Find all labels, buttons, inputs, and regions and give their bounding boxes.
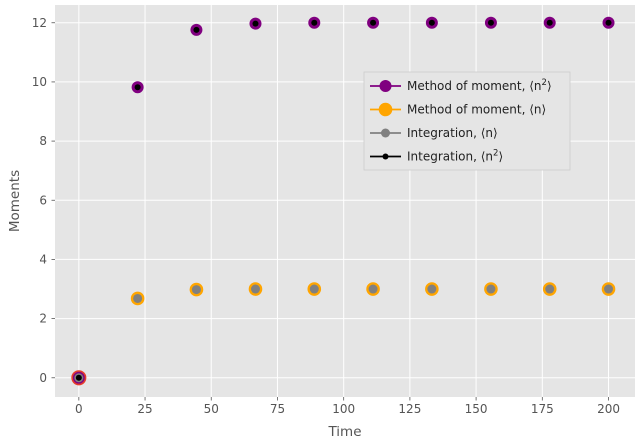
legend-label: Integration, ⟨n⟩ [407,126,498,140]
y-axis-label: Moments [7,170,23,232]
data-point [309,284,319,294]
y-tick-label: 2 [39,312,47,326]
data-point [428,19,435,26]
y-tick-label: 12 [32,16,47,30]
x-tick-label: 125 [398,402,421,416]
plot-area-background [55,5,635,397]
legend: Method of moment, ⟨n2⟩ Method of moment, … [363,71,571,171]
data-point [75,374,82,381]
data-point [311,19,318,26]
legend-box [363,71,571,171]
x-axis-ticks: 0 25 50 75 100 125 150 175 200 [75,397,620,416]
data-point [193,26,200,33]
legend-label: Method of moment, ⟨n2⟩ [407,78,552,93]
data-point [191,285,201,295]
y-tick-label: 8 [39,134,47,148]
data-point [252,20,259,27]
x-tick-label: 175 [531,402,554,416]
x-tick-label: 150 [465,402,488,416]
x-tick-label: 200 [597,402,620,416]
data-point [605,19,612,26]
legend-label: Method of moment, ⟨n⟩ [407,103,546,117]
data-point [370,19,377,26]
legend-marker [381,128,390,138]
y-tick-label: 0 [39,371,47,385]
x-axis-label: Time [327,424,361,440]
data-point [368,284,378,294]
data-point [134,84,141,91]
data-point [604,284,614,294]
data-point [250,284,260,294]
x-tick-label: 0 [75,402,83,416]
y-axis-ticks: 0 2 4 6 8 10 12 [32,16,55,385]
data-point [427,284,437,294]
data-points [71,16,616,386]
y-tick-label: 6 [39,193,47,207]
data-point [487,19,494,26]
data-point [486,284,496,294]
legend-marker [382,153,389,160]
x-tick-label: 50 [204,402,219,416]
x-tick-label: 100 [332,402,355,416]
y-tick-label: 10 [32,75,47,89]
legend-marker [379,80,392,92]
data-point [133,293,143,303]
x-tick-label: 75 [270,402,285,416]
x-tick-label: 25 [137,402,152,416]
y-tick-label: 4 [39,252,47,266]
legend-marker [378,102,393,117]
data-point [545,284,555,294]
legend-label: Integration, ⟨n2⟩ [407,149,503,164]
data-point [546,19,553,26]
